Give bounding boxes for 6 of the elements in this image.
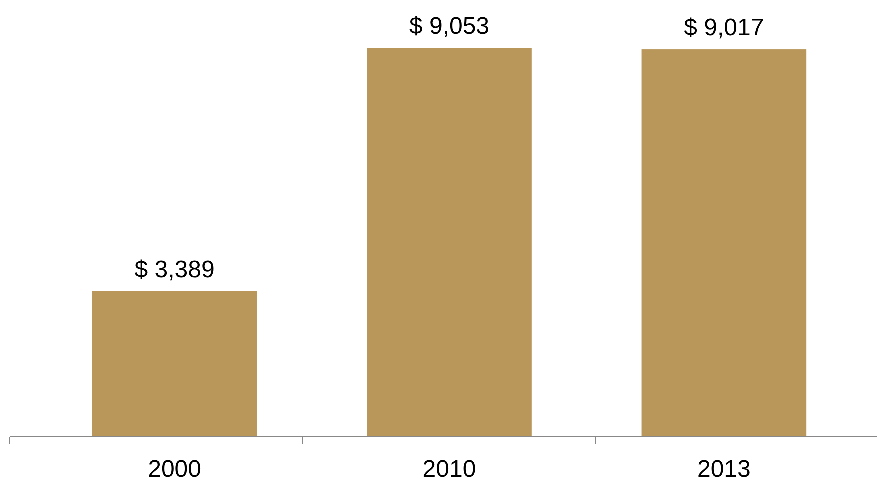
data-label: $ 9,017	[684, 14, 764, 42]
data-label: $ 9,053	[409, 13, 490, 40]
x-tick-label: 2010	[422, 456, 476, 483]
data-label: $ 3,389	[134, 256, 215, 284]
x-tick-label: 2000	[148, 456, 202, 483]
x-tick-label: 2013	[697, 456, 751, 483]
